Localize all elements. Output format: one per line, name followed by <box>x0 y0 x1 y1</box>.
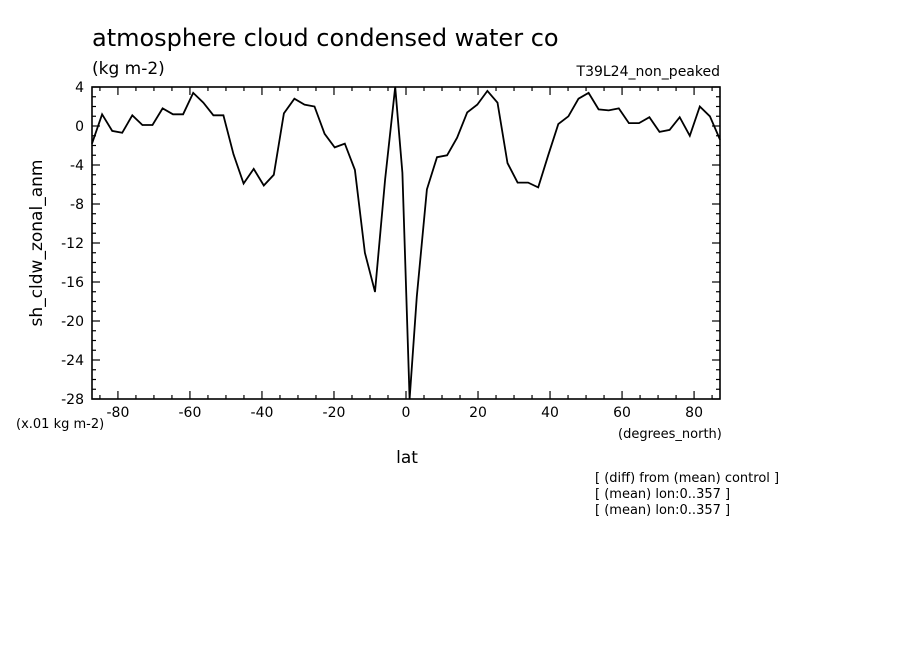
data-point <box>719 139 721 141</box>
data-point <box>557 123 559 125</box>
data-point <box>638 122 640 124</box>
run-label: T39L24_non_peaked <box>576 64 720 80</box>
x-tick-label: -80 <box>106 405 129 421</box>
data-point <box>394 86 396 88</box>
data-point <box>151 124 154 126</box>
data-point <box>334 146 336 148</box>
data-point <box>446 154 448 156</box>
data-point <box>273 174 275 176</box>
x-tick-label: 40 <box>541 405 559 421</box>
data-point <box>344 143 346 145</box>
data-point <box>212 114 214 116</box>
data-point <box>162 107 164 109</box>
y-tick-labels: 4 0 -4 -8 -12 -16 -20 -24 -28 <box>61 80 84 408</box>
y-tick-label: 0 <box>75 119 84 135</box>
data-point <box>232 153 235 155</box>
x-tick-label: -20 <box>323 405 346 421</box>
note-diff: [ (diff) from (mean) control ] <box>595 471 779 486</box>
data-point <box>263 184 265 187</box>
x-units-label: (degrees_north) <box>618 427 722 442</box>
data-point <box>506 162 509 164</box>
y-tick-label: -16 <box>61 275 84 291</box>
data-point <box>354 169 356 171</box>
data-point <box>628 122 630 124</box>
data-point <box>699 105 701 108</box>
data-point <box>172 113 174 115</box>
data-point <box>131 114 133 116</box>
data-point <box>91 143 93 145</box>
data-point <box>384 179 386 181</box>
data-point <box>324 133 326 135</box>
data-point <box>101 113 103 115</box>
y-tick-label: 4 <box>75 80 84 96</box>
data-point <box>547 154 549 156</box>
data-point <box>416 296 418 298</box>
data-point <box>409 398 411 400</box>
data-point <box>283 112 285 114</box>
data-point <box>537 186 539 188</box>
y-scale-note: (x.01 kg m-2) <box>16 417 104 432</box>
data-point <box>374 291 376 293</box>
y-tick-label: -28 <box>61 392 84 408</box>
data-point <box>669 129 671 131</box>
tick-marks <box>92 86 720 400</box>
data-point <box>466 111 468 113</box>
chart-title: atmosphere cloud condensed water co <box>92 24 559 52</box>
data-point <box>192 92 194 94</box>
data-point <box>598 108 600 110</box>
x-tick-label: 60 <box>613 405 631 421</box>
series-line <box>91 86 721 400</box>
y-axis-label: sh_cldw_zonal_anm <box>27 160 47 327</box>
x-tick-label: 20 <box>469 405 487 421</box>
y-tick-label: -8 <box>70 197 84 213</box>
data-point <box>303 104 306 106</box>
data-point <box>608 109 610 111</box>
data-point <box>648 116 651 118</box>
data-point <box>689 135 691 137</box>
data-point <box>313 105 316 108</box>
data-point <box>567 115 570 117</box>
note-mean-lon-2: [ (mean) lon:0..357 ] <box>595 503 730 518</box>
data-point <box>679 116 681 118</box>
plot-frame <box>91 86 721 400</box>
data-point <box>476 104 478 106</box>
data-point <box>456 137 458 139</box>
data-point <box>709 115 711 117</box>
data-point <box>141 124 143 126</box>
data-point <box>436 156 438 158</box>
data-point <box>243 182 245 185</box>
data-point <box>253 168 255 170</box>
units-label: (kg m-2) <box>92 59 165 79</box>
data-point <box>577 98 580 100</box>
x-tick-label: -40 <box>251 405 274 421</box>
data-point <box>496 102 499 104</box>
data-point <box>121 132 123 134</box>
x-tick-label: -60 <box>179 405 202 421</box>
data-point <box>202 102 204 104</box>
data-point <box>111 130 113 132</box>
data-point <box>293 98 295 100</box>
data-point <box>222 114 224 116</box>
y-tick-label: -20 <box>61 314 84 330</box>
data-point <box>618 107 620 109</box>
x-tick-labels: -80 -60 -40 -20 0 20 40 60 80 <box>106 405 702 421</box>
y-tick-label: -12 <box>61 236 84 252</box>
data-points <box>91 86 721 400</box>
data-point <box>364 252 366 254</box>
y-tick-label: -4 <box>70 158 84 174</box>
x-axis-label: lat <box>396 448 418 468</box>
y-tick-label: -24 <box>61 353 84 369</box>
data-point <box>527 182 529 184</box>
x-tick-label: 0 <box>402 405 411 421</box>
data-point <box>182 113 184 115</box>
data-point <box>486 90 488 92</box>
data-point <box>517 182 519 184</box>
data-point <box>658 131 661 133</box>
data-point <box>588 92 590 94</box>
data-point <box>401 172 403 174</box>
note-mean-lon-1: [ (mean) lon:0..357 ] <box>595 487 730 502</box>
data-point <box>426 188 428 190</box>
x-tick-label: 80 <box>685 405 703 421</box>
